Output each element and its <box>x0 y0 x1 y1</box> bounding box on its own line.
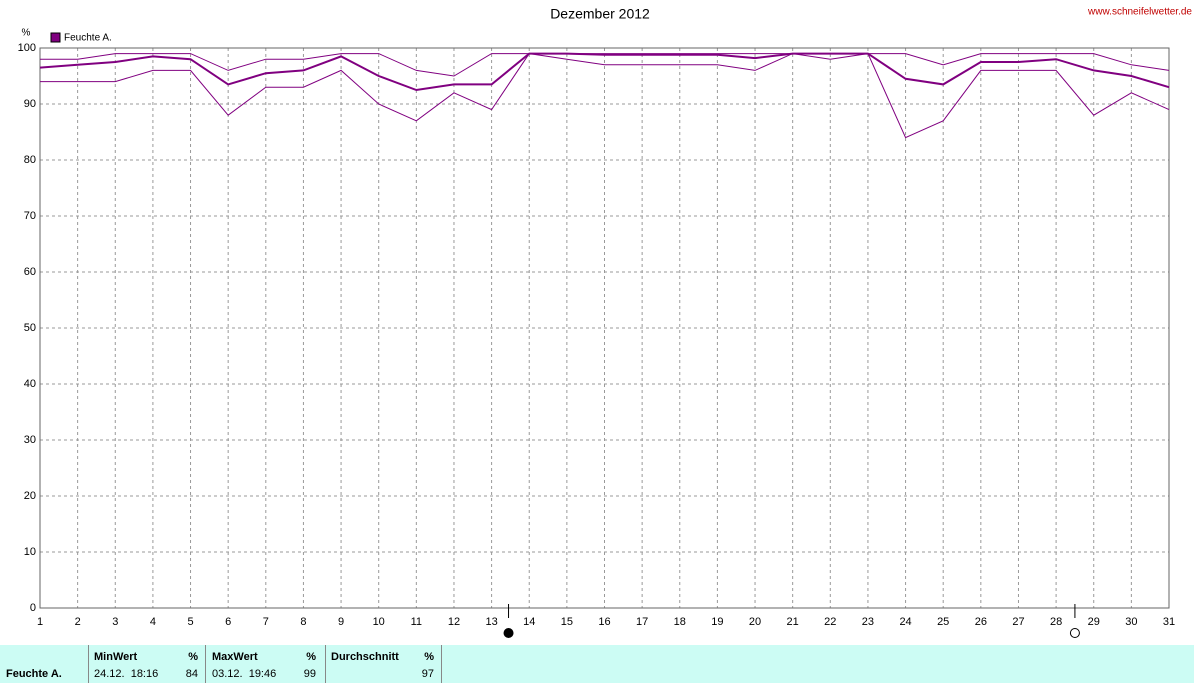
x-tick-label: 4 <box>150 616 156 628</box>
plot-frame <box>39 47 1170 609</box>
moon-symbol <box>1069 628 1080 638</box>
column-header: % <box>424 651 434 663</box>
y-tick-label: 40 <box>24 378 36 390</box>
x-tick-label: 20 <box>749 616 761 628</box>
x-tick-label: 3 <box>112 616 118 628</box>
x-tick-label: 8 <box>300 616 306 628</box>
y-tick-label: 0 <box>30 602 36 614</box>
x-tick-label: 11 <box>411 616 422 628</box>
y-tick-label: 50 <box>24 322 36 334</box>
column-separator <box>88 645 89 683</box>
x-tick-label: 10 <box>373 616 385 628</box>
x-tick-label: 22 <box>824 616 836 628</box>
x-tick-label: 25 <box>937 616 949 628</box>
column-header: MaxWert <box>212 651 258 663</box>
watermark: www.schneifelwetter.de <box>1087 7 1192 18</box>
x-tick-label: 27 <box>1012 616 1024 628</box>
x-tick-label: 16 <box>598 616 610 628</box>
x-tick-label: 7 <box>263 616 269 628</box>
column-separator <box>441 645 442 683</box>
x-tick-label: 30 <box>1125 616 1137 628</box>
summary-table: MinWert% MaxWert% Durchschnitt% Feuchte A. 2… <box>0 645 1194 683</box>
y-tick-label: 100 <box>18 42 36 54</box>
series-line <box>40 53 1170 77</box>
column-separator <box>325 645 326 683</box>
series-line <box>40 53 1170 139</box>
x-tick-label: 26 <box>975 616 987 628</box>
chart-title: Dezember 2012 <box>550 6 650 22</box>
x-tick-label: 18 <box>674 616 686 628</box>
moon-symbol <box>503 628 514 638</box>
table-cell: 84 <box>185 668 198 680</box>
column-header: Durchschnitt <box>331 651 399 663</box>
y-tick-label: 20 <box>24 490 36 502</box>
x-tick-label: 1 <box>37 616 43 628</box>
x-tick-label: 15 <box>561 616 573 628</box>
x-tick-label: 5 <box>187 616 193 628</box>
x-tick-label: 9 <box>338 616 344 628</box>
y-tick-label: 70 <box>24 210 36 222</box>
x-tick-label: 12 <box>448 616 460 628</box>
x-tick-label: 28 <box>1050 616 1062 628</box>
column-header: % <box>188 651 198 663</box>
x-tick-label: 14 <box>523 616 535 628</box>
row-label: Feuchte A. <box>6 668 62 680</box>
x-tick-label: 2 <box>75 616 81 628</box>
x-tick-label: 6 <box>225 616 231 628</box>
x-tick-label: 19 <box>711 616 723 628</box>
y-tick-label: 80 <box>24 154 36 166</box>
y-tick-label: 90 <box>24 98 36 110</box>
y-tick-label: 60 <box>24 266 36 278</box>
series-line <box>39 52 1170 92</box>
x-tick-label: 31 <box>1163 616 1175 628</box>
table-cell: 24.12. 18:16 <box>94 668 159 680</box>
table-cell: 99 <box>303 668 316 680</box>
table-cell: 97 <box>421 668 434 680</box>
chart: Dezember 2012 www.schneifelwetter.de % 0… <box>18 6 1192 638</box>
y-tick-label: 30 <box>24 434 36 446</box>
x-tick-label: 29 <box>1088 616 1100 628</box>
legend-swatch <box>50 32 61 43</box>
y-axis-label: % <box>22 28 31 39</box>
x-tick-label: 21 <box>787 616 799 628</box>
x-tick-label: 13 <box>485 616 497 628</box>
x-tick-label: 24 <box>899 616 911 628</box>
column-header: MinWert <box>94 651 138 663</box>
column-separator <box>205 645 206 683</box>
x-tick-label: 23 <box>862 616 874 628</box>
y-tick-label: 10 <box>24 546 36 558</box>
column-header: % <box>306 651 316 663</box>
legend-label: Feuchte A. <box>64 33 112 44</box>
table-cell: 03.12. 19:46 <box>212 668 277 680</box>
x-tick-label: 17 <box>636 616 648 628</box>
